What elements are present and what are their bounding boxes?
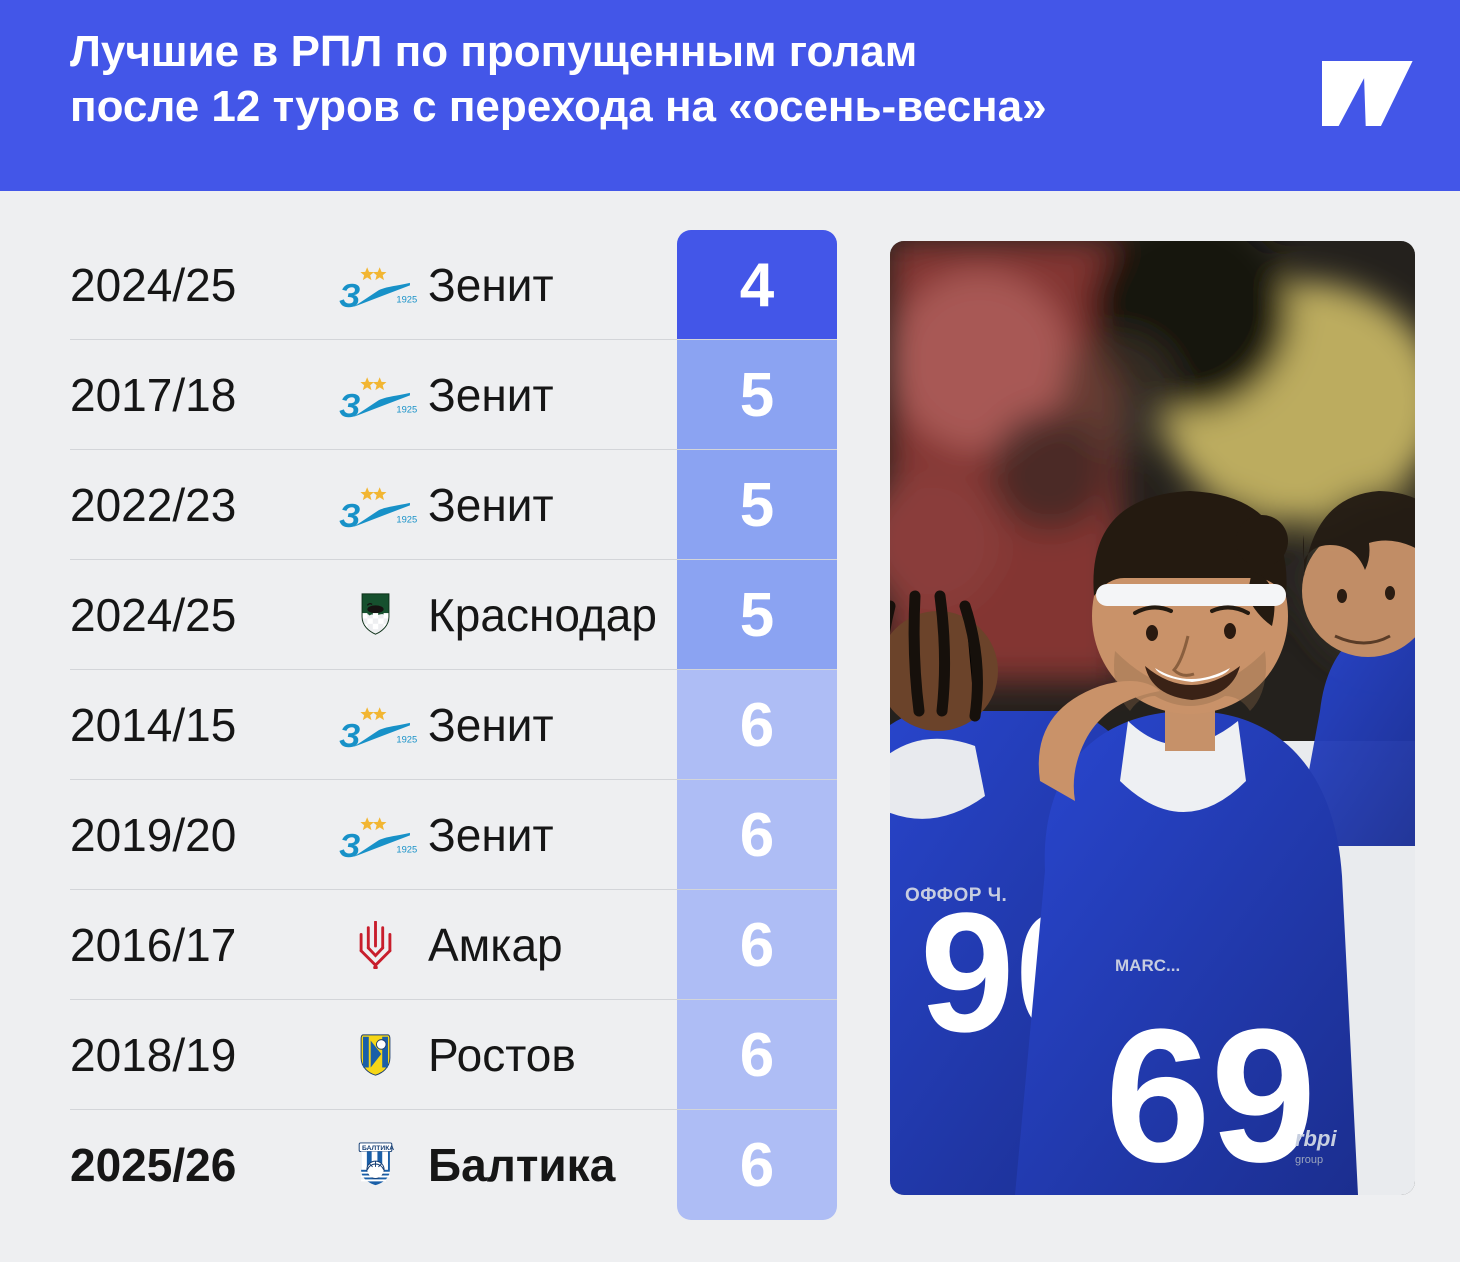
svg-text:69: 69 [1105,990,1316,1195]
svg-text:MARC...: MARC... [1115,956,1180,975]
svg-text:group: group [1295,1154,1323,1166]
svg-text:rbpi: rbpi [1295,1126,1337,1151]
